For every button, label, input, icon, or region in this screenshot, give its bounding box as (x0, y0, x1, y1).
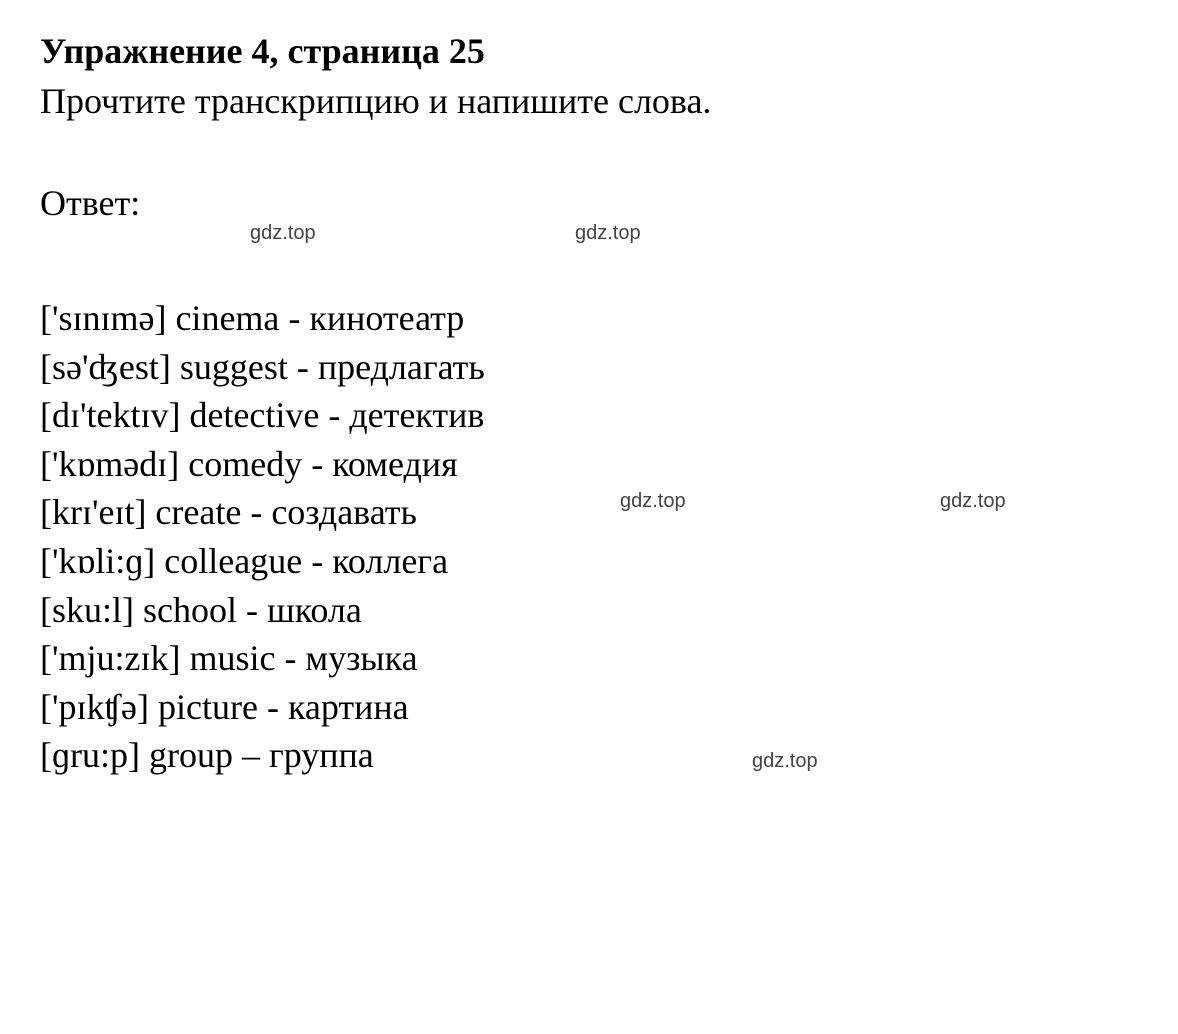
watermark: gdz.top (940, 490, 1006, 513)
word-item: [sku:l] school - школа (40, 586, 1138, 635)
word-item: [sə'ʤest] suggest - предлагать (40, 343, 1138, 392)
watermark: gdz.top (250, 222, 316, 245)
word-list: ['sɪnɪmə] cinema - кинотеатр [sə'ʤest] s… (40, 294, 1138, 780)
word-item: [dɪ'tektɪv] detective - детектив (40, 391, 1138, 440)
word-item: ['kɒli:ɡ] colleague - коллега (40, 537, 1138, 586)
exercise-title: Упражнение 4, страница 25 (40, 30, 1138, 72)
word-item: ['mju:zɪk] music - музыка (40, 634, 1138, 683)
answer-label: Ответ: (40, 182, 1138, 224)
watermark: gdz.top (752, 750, 818, 773)
word-item: [ɡru:p] group – группа (40, 731, 1138, 780)
word-item: ['sɪnɪmə] cinema - кинотеатр (40, 294, 1138, 343)
word-item: ['kɒmədɪ] comedy - комедия (40, 440, 1138, 489)
word-item: ['pɪkʧə] picture - картина (40, 683, 1138, 732)
watermark: gdz.top (620, 490, 686, 513)
instruction-text: Прочтите транскрипцию и напишите слова. (40, 80, 1138, 122)
watermark: gdz.top (575, 222, 641, 245)
